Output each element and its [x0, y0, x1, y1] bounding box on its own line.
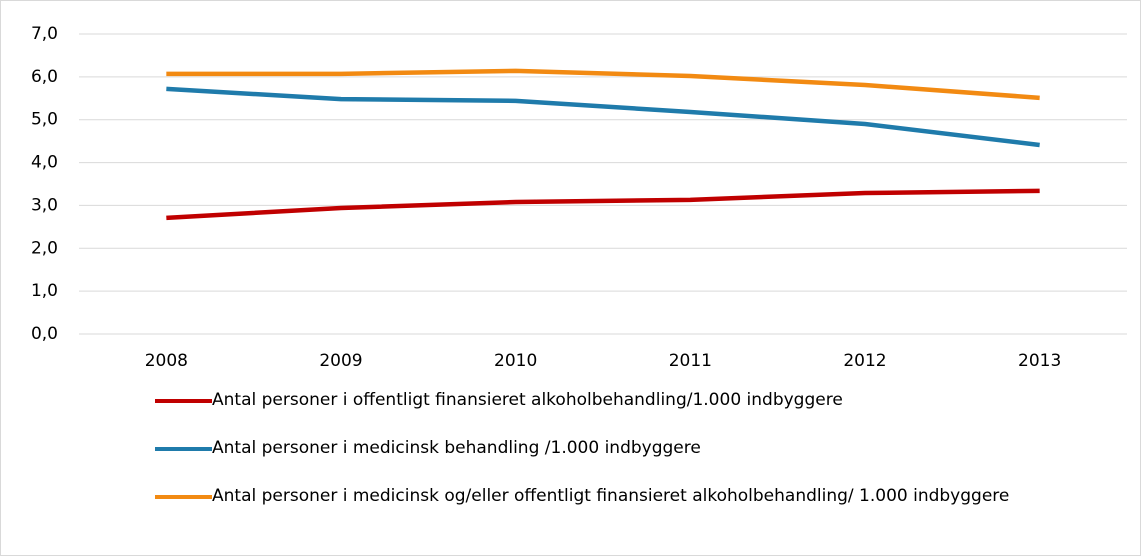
legend-entry: Antal personer i medicinsk og/eller offe…: [155, 484, 1035, 508]
legend: Antal personer i offentligt finansieret …: [155, 388, 1035, 532]
legend-entry: Antal personer i offentligt finansieret …: [155, 388, 1035, 412]
legend-label: Antal personer i medicinsk behandling /1…: [212, 438, 701, 458]
legend-swatch: [155, 495, 212, 499]
x-tick-label: 2012: [843, 351, 886, 371]
series-line: [166, 188, 1040, 221]
legend-label: Antal personer i medicinsk og/eller offe…: [212, 486, 1010, 506]
x-tick-label: 2010: [494, 351, 537, 371]
series-line: [166, 86, 1040, 148]
y-tick-label: 3,0: [31, 195, 58, 215]
x-tick-label: 2009: [319, 351, 362, 371]
y-tick-label: 7,0: [31, 24, 58, 44]
y-tick-label: 5,0: [31, 110, 58, 130]
x-tick-label: 2013: [1018, 351, 1061, 371]
legend-swatch: [155, 447, 212, 451]
y-tick-label: 1,0: [31, 281, 58, 301]
x-tick-label: 2008: [145, 351, 188, 371]
y-tick-label: 4,0: [31, 153, 58, 173]
y-tick-label: 0,0: [31, 324, 58, 344]
legend-entry: Antal personer i medicinsk behandling /1…: [155, 436, 1035, 460]
legend-swatch: [155, 399, 212, 403]
y-tick-label: 2,0: [31, 238, 58, 258]
series-line: [166, 68, 1040, 101]
legend-label: Antal personer i offentligt finansieret …: [212, 390, 843, 410]
y-tick-label: 6,0: [31, 67, 58, 87]
x-tick-label: 2011: [669, 351, 712, 371]
